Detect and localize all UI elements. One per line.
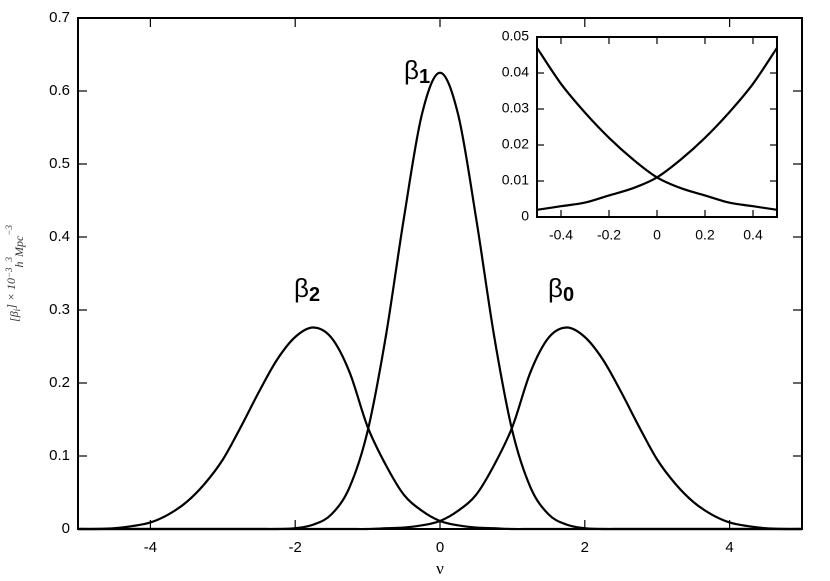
y-tick-label: 0	[62, 520, 70, 537]
y-tick-label: 0.6	[49, 82, 70, 99]
annotation-symbol: β	[548, 273, 563, 303]
y-tick-label: 0.01	[502, 172, 529, 188]
x-tick-label: -0.2	[597, 227, 621, 243]
annotation-subscript: 2	[309, 284, 320, 306]
y-tick-label: 0.5	[49, 155, 70, 172]
annotation: β1	[404, 55, 430, 88]
annotation: β0	[548, 273, 574, 306]
x-tick-label: 2	[581, 539, 589, 556]
y-label-part: −3	[4, 267, 14, 278]
y-label-part: Mpc	[12, 235, 26, 258]
y-tick-label: 0.2	[49, 374, 70, 391]
y-label-part: i	[12, 308, 22, 311]
x-tick-label: 0	[653, 227, 661, 243]
annotation: β2	[294, 273, 320, 306]
y-label-part: 3	[4, 256, 14, 262]
y-tick-label: 0.4	[49, 228, 70, 245]
annotation-subscript: 1	[419, 66, 430, 88]
x-tick-label: -0.4	[549, 227, 573, 243]
x-tick-label: -2	[289, 539, 302, 556]
curve	[536, 47, 778, 211]
x-tick-label: 0.4	[743, 227, 763, 243]
y-tick-label: 0.1	[49, 447, 70, 464]
x-axis-label: ν	[436, 559, 444, 578]
y-tick-label: 0.05	[502, 28, 529, 44]
y-tick-label: 0.3	[49, 301, 70, 318]
annotation-symbol: β	[404, 55, 419, 85]
y-label-part: −3	[4, 225, 14, 236]
y-label-part: h	[12, 261, 26, 267]
y-tick-label: 0	[521, 208, 529, 224]
plot-frame	[536, 36, 778, 218]
y-label-part: [β	[7, 311, 21, 322]
y-axis-label: [βi] × 10−3h3Mpc−3	[4, 225, 26, 322]
x-tick-label: 0	[436, 539, 444, 556]
curve	[78, 326, 803, 531]
y-tick-label: 0.03	[502, 100, 529, 116]
y-tick-label: 0.7	[49, 9, 70, 26]
y-tick-label: 0.04	[502, 64, 529, 80]
y-label-part: ] × 10	[4, 278, 18, 310]
x-tick-label: 0.2	[695, 227, 715, 243]
x-tick-label: 4	[725, 539, 733, 556]
annotation-subscript: 0	[563, 284, 574, 306]
x-tick-label: -4	[144, 539, 157, 556]
annotation-symbol: β	[294, 273, 309, 303]
y-tick-label: 0.02	[502, 136, 529, 152]
